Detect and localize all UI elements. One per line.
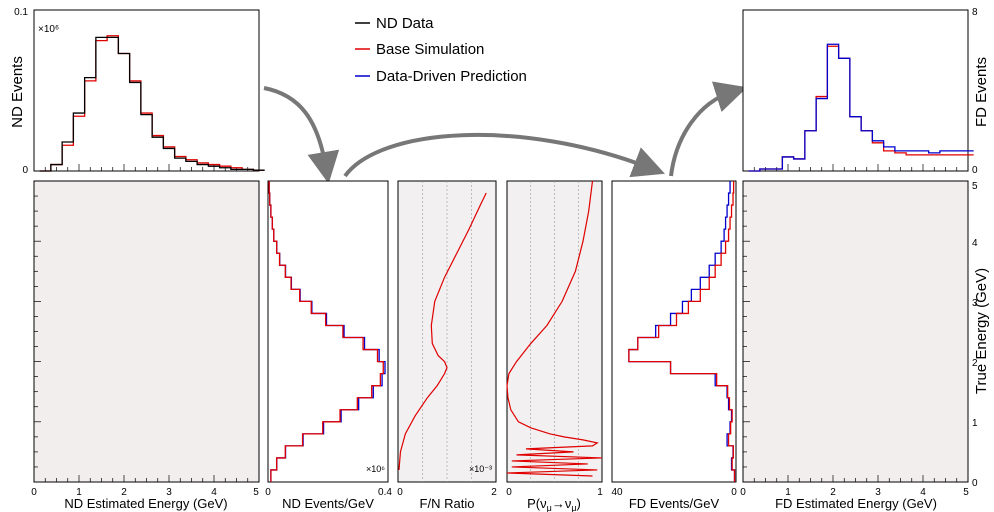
nd-2d-xtick-4: 4 (211, 487, 217, 498)
fd-2d-ytick-3: 3 (972, 298, 978, 309)
fd-2d-ytick-4: 4 (972, 238, 978, 249)
fn-ratio-xlabel: F/N Ratio (420, 496, 475, 511)
legend-label-base-simulation: Base Simulation (376, 41, 484, 58)
fd-projection-xtick-1: 0 (731, 487, 737, 498)
oscillation-panel: 0 1 P(νμ→νμ) (506, 180, 603, 512)
fd-spectrum-ytick-max: 8 (972, 7, 978, 18)
nd-2d-xtick-5: 5 (253, 487, 259, 498)
fn-ratio-xtick-0: 0 (397, 487, 403, 498)
nd-2d-xlabel: ND Estimated Energy (GeV) (64, 496, 227, 511)
fd-projection-panel: 40 0 FD Events/GeV (611, 180, 737, 511)
fd-2d-xtick-5: 5 (963, 487, 969, 498)
nd-2d-xtick-1: 1 (76, 487, 82, 498)
fd-2d-xtick-0: 0 (740, 487, 746, 498)
legend: ND Data Base Simulation Data-Driven Pred… (355, 15, 527, 85)
nd-spectrum-frame (33, 9, 260, 172)
nd-2d-background (34, 181, 259, 482)
fd-2d-ytick-5: 5 (972, 181, 978, 192)
flow-arrows (263, 81, 748, 184)
nd-spectrum-ytick-min: 0 (22, 165, 28, 176)
arrow-fd-to-spectrum (669, 81, 748, 177)
fd-projection-xtick-0: 40 (611, 487, 623, 498)
fd-2d-ytick-2: 2 (972, 358, 978, 369)
arrow-nd-to-projection (263, 86, 340, 184)
fd-2d-panel: 0 1 2 3 4 5 FD Estimated Energy (GeV) 0 … (740, 180, 990, 511)
fd-2d-xtick-2: 2 (830, 487, 836, 498)
nd-projection-xtick-1: 0.4 (378, 487, 392, 498)
fd-projection-frame (611, 180, 737, 483)
fd-spectrum-line-data-driven-prediction (748, 43, 974, 172)
fn-ratio-line-base-simulation (398, 192, 487, 471)
nd-projection-xtick-0: 0 (265, 487, 271, 498)
arrow-extrapolation (343, 132, 665, 178)
oscillation-line-base-simulation (506, 180, 603, 477)
fd-2d-background (743, 181, 968, 482)
nd-spectrum-panel: 0.1 0 ×10⁶ ND Events (9, 7, 265, 176)
fd-2d-ytick-0: 0 (972, 478, 978, 489)
nd-spectrum-ylabel: ND Events (9, 56, 26, 128)
nd-2d-xtick-3: 3 (166, 487, 172, 498)
fd-projection-xlabel: FD Events/GeV (629, 496, 720, 511)
fd-projection-line-base-simulation (628, 181, 736, 482)
oscillation-xtick-0: 0 (506, 487, 512, 498)
fd-2d-ylabel: True Energy (GeV) (973, 268, 990, 394)
fd-2d-ytick-1: 1 (972, 418, 978, 429)
fn-ratio-multiplier: ×10⁻³ (469, 464, 492, 474)
fn-ratio-xtick-1: 2 (491, 487, 497, 498)
fd-2d-xtick-4: 4 (920, 487, 926, 498)
nd-spectrum-multiplier: ×10⁶ (38, 24, 59, 35)
nd-projection-xlabel: ND Events/GeV (282, 496, 374, 511)
oscillation-frame (506, 180, 603, 483)
fd-spectrum-ylabel: FD Events (973, 57, 990, 127)
oscillation-xtick-1: 1 (597, 487, 603, 498)
legend-label-data-driven-prediction: Data-Driven Prediction (376, 68, 527, 85)
nd-2d-xtick-0: 0 (31, 487, 37, 498)
nd-2d-panel: 0 1 2 3 4 5 ND Estimated Energy (GeV) (31, 180, 260, 511)
fd-2d-xtick-3: 3 (875, 487, 881, 498)
oscillation-xlabel: P(νμ→νμ) (527, 496, 581, 512)
fn-ratio-panel: ×10⁻³ 0 2 F/N Ratio (397, 180, 497, 511)
fd-2d-xlabel: FD Estimated Energy (GeV) (775, 496, 937, 511)
fd-spectrum-ytick-min: 0 (972, 165, 978, 176)
legend-label-nd-data: ND Data (376, 15, 434, 32)
nd-projection-line-base-simulation (268, 181, 384, 482)
fd-2d-xtick-1: 1 (785, 487, 791, 498)
fn-ratio-frame (397, 180, 497, 483)
nd-projection-frame (267, 180, 389, 483)
nd-spectrum-ytick-max: 0.1 (14, 7, 28, 18)
nd-spectrum-line-nd-data (39, 36, 265, 172)
fd-spectrum-frame (742, 9, 969, 172)
fd-spectrum-panel: 8 0 FD Events (742, 7, 990, 176)
nd-projection-multiplier: ×10⁶ (366, 464, 385, 474)
nd-2d-xtick-2: 2 (121, 487, 127, 498)
nd-projection-panel: ×10⁶ 0 0.4 ND Events/GeV (265, 180, 392, 511)
